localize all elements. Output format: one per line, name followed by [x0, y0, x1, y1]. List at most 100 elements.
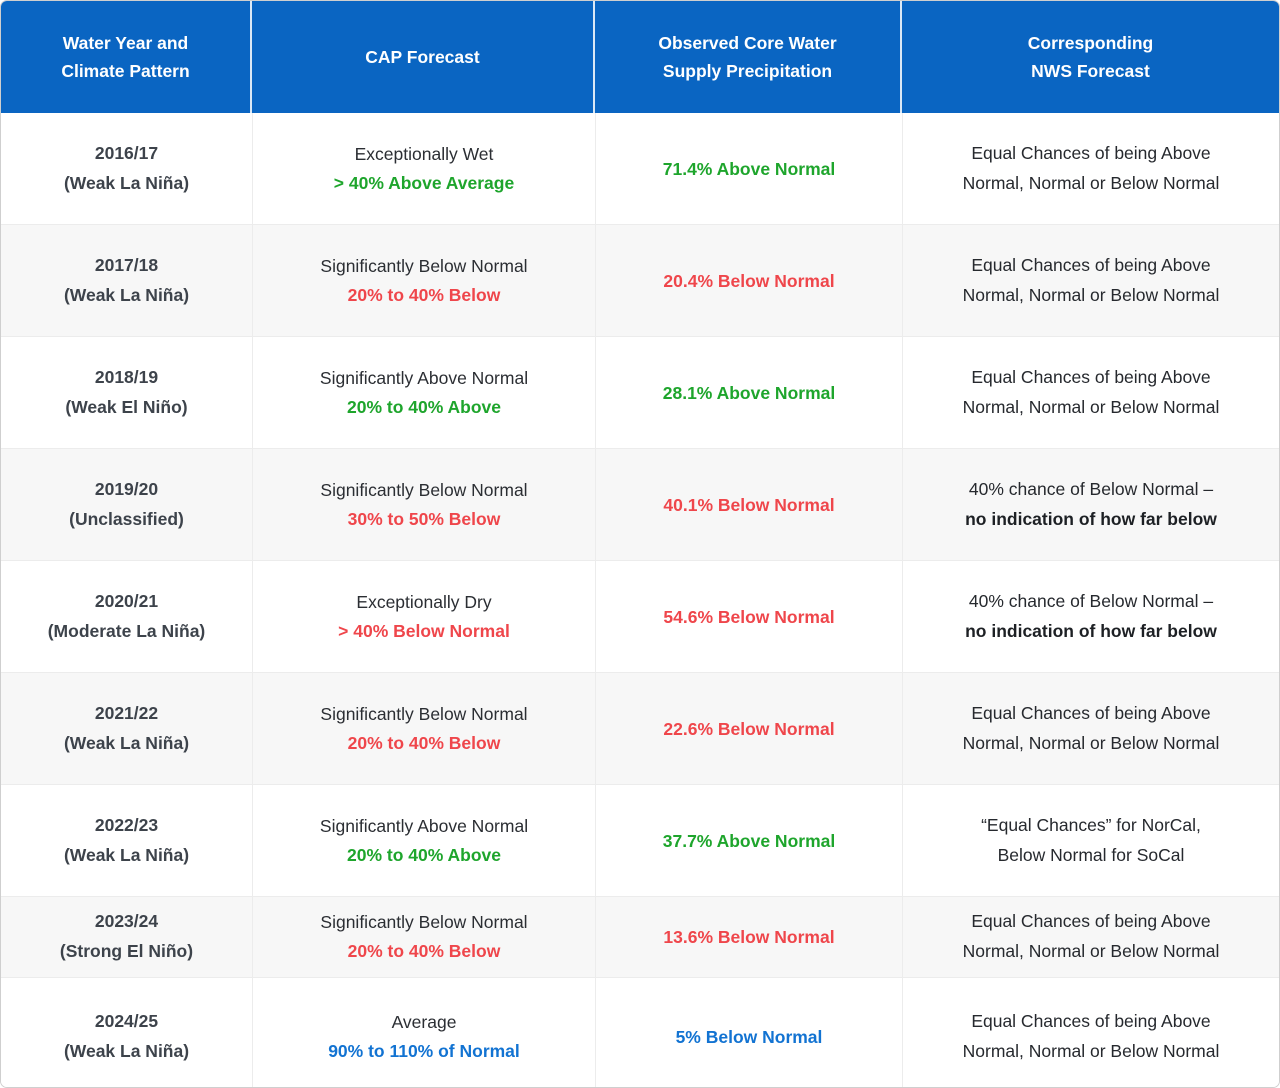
- climate-pattern-label: (Weak La Niña): [63, 844, 190, 865]
- table-row: 2021/22 (Weak La Niña) Significantly Bel…: [1, 672, 1279, 784]
- nws-forecast-bold-text: no indication of how far below: [965, 620, 1217, 641]
- cap-forecast-range: 20% to 40% Below: [347, 284, 501, 305]
- nws-forecast-text: Equal Chances of being Above Normal, Nor…: [962, 142, 1220, 193]
- observed-precip-cell: 28.1% Above Normal: [595, 337, 902, 448]
- water-year-cell: 2024/25 (Weak La Niña): [1, 978, 252, 1087]
- cap-forecast-cell: Significantly Below Normal 20% to 40% Be…: [252, 225, 595, 336]
- climate-pattern-label: (Unclassified): [69, 508, 184, 529]
- water-year-label: 2017/18: [94, 254, 159, 275]
- header-cell-water-year: Water Year and Climate Pattern: [1, 1, 252, 113]
- table-row: 2016/17 (Weak La Niña) Exceptionally Wet…: [1, 113, 1279, 224]
- cap-forecast-description: Significantly Below Normal: [320, 703, 528, 724]
- water-year-cell: 2023/24 (Strong El Niño): [1, 897, 252, 977]
- nws-forecast-text: Equal Chances of being Above Normal, Nor…: [962, 366, 1220, 417]
- table-row: 2019/20 (Unclassified) Significantly Bel…: [1, 448, 1279, 560]
- table-row: 2020/21 (Moderate La Niña) Exceptionally…: [1, 560, 1279, 672]
- nws-forecast-cell: Equal Chances of being Above Normal, Nor…: [902, 978, 1279, 1087]
- table-row: 2018/19 (Weak El Niño) Significantly Abo…: [1, 336, 1279, 448]
- cap-forecast-range: 20% to 40% Below: [347, 732, 501, 753]
- cap-forecast-cell: Average 90% to 110% of Normal: [252, 978, 595, 1087]
- nws-forecast-text: 40% chance of Below Normal –: [968, 478, 1214, 499]
- nws-forecast-cell: Equal Chances of being Above Normal, Nor…: [902, 113, 1279, 224]
- table-row: 2022/23 (Weak La Niña) Significantly Abo…: [1, 784, 1279, 896]
- water-year-cell: 2016/17 (Weak La Niña): [1, 113, 252, 224]
- observed-precip-cell: 13.6% Below Normal: [595, 897, 902, 977]
- cap-forecast-description: Exceptionally Wet: [354, 143, 494, 164]
- nws-forecast-cell: Equal Chances of being Above Normal, Nor…: [902, 897, 1279, 977]
- cap-forecast-description: Significantly Below Normal: [320, 255, 528, 276]
- cap-forecast-cell: Significantly Below Normal 30% to 50% Be…: [252, 449, 595, 560]
- water-year-label: 2024/25: [94, 1010, 159, 1031]
- cap-forecast-range: > 40% Below Normal: [338, 620, 510, 641]
- observed-precip-cell: 37.7% Above Normal: [595, 785, 902, 896]
- observed-precip-value: 13.6% Below Normal: [663, 927, 835, 947]
- nws-forecast-bold-text: no indication of how far below: [965, 508, 1217, 529]
- cap-forecast-cell: Significantly Below Normal 20% to 40% Be…: [252, 673, 595, 784]
- nws-forecast-cell: 40% chance of Below Normal – no indicati…: [902, 561, 1279, 672]
- nws-forecast-text: Equal Chances of being Above Normal, Nor…: [962, 1010, 1220, 1061]
- water-year-label: 2020/21: [94, 590, 159, 611]
- cap-forecast-description: Significantly Below Normal: [320, 479, 528, 500]
- nws-forecast-cell: Equal Chances of being Above Normal, Nor…: [902, 337, 1279, 448]
- cap-forecast-cell: Significantly Above Normal 20% to 40% Ab…: [252, 337, 595, 448]
- table-row: 2024/25 (Weak La Niña) Average 90% to 11…: [1, 977, 1279, 1087]
- nws-forecast-text: 40% chance of Below Normal –: [968, 590, 1214, 611]
- observed-precip-cell: 54.6% Below Normal: [595, 561, 902, 672]
- water-year-label: 2021/22: [94, 702, 159, 723]
- cap-forecast-cell: Significantly Above Normal 20% to 40% Ab…: [252, 785, 595, 896]
- cap-forecast-cell: Significantly Below Normal 20% to 40% Be…: [252, 897, 595, 977]
- nws-forecast-cell: Equal Chances of being Above Normal, Nor…: [902, 225, 1279, 336]
- nws-forecast-text: “Equal Chances” for NorCal, Below Normal…: [981, 814, 1201, 865]
- observed-precip-value: 54.6% Below Normal: [663, 606, 835, 627]
- nws-forecast-text: Equal Chances of being Above Normal, Nor…: [962, 702, 1220, 753]
- climate-pattern-label: (Weak La Niña): [63, 172, 190, 193]
- cap-forecast-cell: Exceptionally Wet > 40% Above Average: [252, 113, 595, 224]
- climate-pattern-label: (Moderate La Niña): [47, 620, 206, 641]
- cap-forecast-description: Significantly Above Normal: [319, 367, 529, 388]
- table-body: 2016/17 (Weak La Niña) Exceptionally Wet…: [1, 113, 1279, 1087]
- cap-forecast-description: Exceptionally Dry: [356, 591, 492, 612]
- header-cell-observed-precip: Observed Core Water Supply Precipitation: [595, 1, 902, 113]
- water-year-label: 2023/24: [94, 911, 159, 932]
- water-year-cell: 2018/19 (Weak El Niño): [1, 337, 252, 448]
- climate-pattern-label: (Strong El Niño): [59, 941, 194, 961]
- observed-precip-cell: 40.1% Below Normal: [595, 449, 902, 560]
- nws-forecast-cell: “Equal Chances” for NorCal, Below Normal…: [902, 785, 1279, 896]
- climate-pattern-label: (Weak La Niña): [63, 284, 190, 305]
- observed-precip-cell: 5% Below Normal: [595, 978, 902, 1087]
- observed-precip-cell: 22.6% Below Normal: [595, 673, 902, 784]
- observed-precip-value: 5% Below Normal: [675, 1026, 823, 1047]
- cap-forecast-range: 20% to 40% Below: [347, 941, 501, 961]
- cap-forecast-cell: Exceptionally Dry > 40% Below Normal: [252, 561, 595, 672]
- cap-forecast-range: 90% to 110% of Normal: [328, 1040, 520, 1061]
- observed-precip-value: 40.1% Below Normal: [663, 494, 835, 515]
- cap-forecast-range: 20% to 40% Above: [347, 844, 501, 865]
- observed-precip-value: 37.7% Above Normal: [662, 830, 836, 851]
- nws-forecast-cell: Equal Chances of being Above Normal, Nor…: [902, 673, 1279, 784]
- observed-precip-value: 20.4% Below Normal: [663, 270, 835, 291]
- water-year-label: 2016/17: [94, 142, 159, 163]
- water-year-cell: 2021/22 (Weak La Niña): [1, 673, 252, 784]
- observed-precip-value: 22.6% Below Normal: [663, 718, 835, 739]
- header-cell-cap-forecast: CAP Forecast: [252, 1, 595, 113]
- observed-precip-value: 71.4% Above Normal: [662, 158, 836, 179]
- cap-forecast-description: Average: [391, 1011, 457, 1032]
- nws-forecast-text: Equal Chances of being Above Normal, Nor…: [962, 254, 1220, 305]
- header-cell-nws-forecast: Corresponding NWS Forecast: [1027, 33, 1154, 81]
- cap-forecast-description: Significantly Above Normal: [319, 815, 529, 836]
- nws-forecast-text: Equal Chances of being Above Normal, Nor…: [962, 911, 1220, 961]
- water-year-label: 2022/23: [94, 814, 159, 835]
- cap-forecast-range: 30% to 50% Below: [347, 508, 501, 529]
- water-year-label: 2018/19: [94, 366, 159, 387]
- climate-pattern-label: (Weak La Niña): [63, 1040, 190, 1061]
- climate-pattern-label: (Weak El Niño): [65, 396, 188, 417]
- cap-forecast-description: Significantly Below Normal: [320, 912, 528, 933]
- observed-precip-cell: 71.4% Above Normal: [595, 113, 902, 224]
- nws-forecast-cell: 40% chance of Below Normal – no indicati…: [902, 449, 1279, 560]
- observed-precip-value: 28.1% Above Normal: [662, 382, 836, 403]
- table-row: 2023/24 (Strong El Niño) Significantly B…: [1, 896, 1279, 977]
- table-row: 2017/18 (Weak La Niña) Significantly Bel…: [1, 224, 1279, 336]
- water-year-cell: 2019/20 (Unclassified): [1, 449, 252, 560]
- water-year-cell: 2017/18 (Weak La Niña): [1, 225, 252, 336]
